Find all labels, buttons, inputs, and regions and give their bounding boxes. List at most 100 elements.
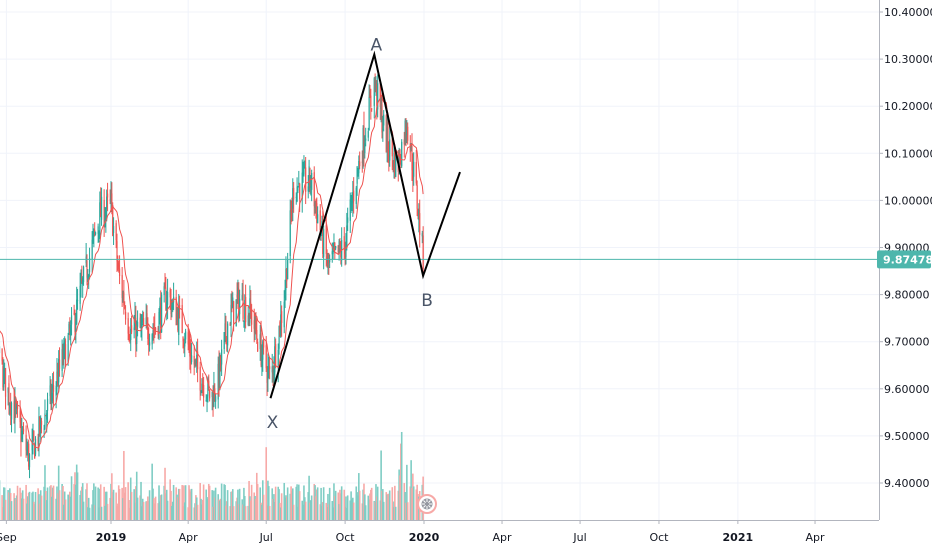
candle-body [249,298,251,323]
volume-bar [255,499,257,520]
candle-body [206,397,208,399]
volume-bar [109,497,111,520]
volume-bar [212,506,214,520]
volume-bar [332,507,334,520]
candle-body [327,258,329,264]
volume-bar [278,489,280,520]
candle-body [62,352,64,363]
volume-bar [20,492,22,520]
candle-body [9,405,11,408]
candle-body [290,210,292,213]
volume-bar [93,505,96,520]
volume-bar [104,505,106,520]
volume-bar [82,501,85,520]
volume-bar [230,491,232,520]
volume-bar [15,495,18,520]
candle-body [64,344,67,367]
time-axis[interactable]: Sep 2019 Apr Jul Oct 2020 Apr Jul Oct 2021 Apr [0,520,879,544]
volume-bar [213,497,216,520]
volume-bar [254,495,256,520]
candle-body [133,327,135,331]
candle-body [358,161,360,174]
volume-bar [369,493,371,520]
volume-bar [250,484,253,520]
candle-body [242,293,244,319]
candle-body [311,173,313,190]
volume-bar [297,506,299,520]
candle-body [73,313,75,315]
candle-body [351,201,353,203]
pattern-label-b: B [421,291,433,311]
candle-body [291,210,293,212]
candle-body [267,366,269,380]
volume-bar [154,496,157,520]
candle-body [38,416,40,446]
volume-bar [115,492,117,520]
volume-bar [374,501,376,520]
volume-bar [206,499,208,520]
gear-icon[interactable] [417,494,437,514]
candle-body [268,366,270,368]
candle-body [326,256,328,265]
candle-body [194,359,196,364]
volume-bar [73,484,75,520]
candle-body [130,325,133,333]
x-tick-label: Oct [649,531,669,544]
volume-bar [10,501,13,520]
volume-bar [253,492,256,520]
candle-body [148,342,151,346]
volume-bar [21,498,23,520]
candle-body [44,413,46,429]
candle-body [243,320,245,322]
candle-body [255,320,257,332]
candle-body [256,329,258,339]
volume-bar [117,503,119,520]
candle-body [245,296,247,323]
candle-body [22,433,24,435]
volume-bar [27,496,29,520]
candle-body [394,150,396,177]
y-tick-label: 9.80000 [884,289,930,302]
volume-bar [105,491,107,520]
candle-body [218,359,220,387]
volume-bar [3,487,5,520]
volume-bar [45,500,48,520]
volume-bar [363,483,365,520]
volume-bar [189,489,191,520]
volume-bar [219,498,222,520]
volume-bar [80,490,82,520]
candle-body [118,268,121,277]
candle-body [109,199,111,201]
volume-bar [211,490,213,520]
volume-bar [364,494,366,520]
volume-bar [123,450,125,520]
volume-bar [393,501,395,520]
volume-bar [178,488,181,520]
volume-bar [296,484,298,520]
candle-body [292,188,294,209]
candle-body [289,210,291,257]
volume-bar [220,483,223,520]
candle-body [241,295,243,301]
volume-bar [249,496,251,520]
candle-body [43,428,45,430]
volume-bar [172,484,175,520]
volume-bar [91,504,93,520]
volume-bar [247,505,250,520]
candle-body [28,454,31,468]
volume-bar [231,491,233,520]
volume-bar [106,503,109,520]
candle-body [235,299,237,327]
candle-body [94,229,96,231]
volume-bar [391,487,394,520]
candle-body [413,161,415,177]
volume-bar [129,507,131,520]
candle-body [345,241,347,257]
last-price-tag: 9.87478 [877,250,932,269]
xab-pattern-line[interactable] [269,50,461,399]
candle-body [177,311,179,331]
volume-bar [362,489,364,520]
candle-body [232,297,234,308]
volume-bar [128,499,130,520]
